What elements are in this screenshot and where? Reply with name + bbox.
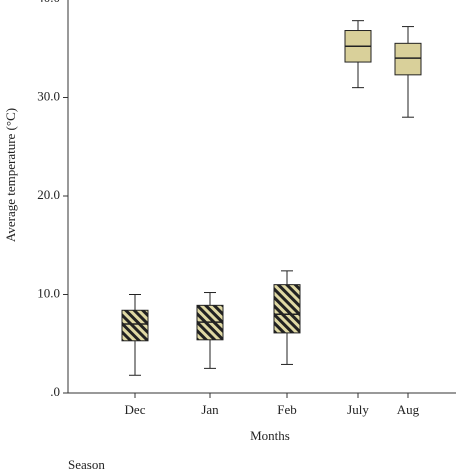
y-tick-label: 10.0: [37, 285, 60, 300]
legend-title: Season: [68, 457, 105, 472]
y-tick-label: 40.0: [37, 0, 60, 5]
x-tick-label: Jan: [201, 402, 219, 417]
x-tick-label: July: [347, 402, 369, 417]
y-axis-label: Average temperature (°C): [3, 108, 18, 242]
x-tick-label: Dec: [125, 402, 146, 417]
x-tick-label: Aug: [397, 402, 420, 417]
x-tick-label: Feb: [277, 402, 297, 417]
box: [121, 309, 149, 342]
box: [394, 42, 422, 76]
y-tick-label: .0: [50, 384, 60, 399]
x-axis-label: Months: [250, 428, 290, 443]
box: [273, 284, 301, 334]
y-tick-label: 30.0: [37, 88, 60, 103]
y-tick-label: 20.0: [37, 187, 60, 202]
